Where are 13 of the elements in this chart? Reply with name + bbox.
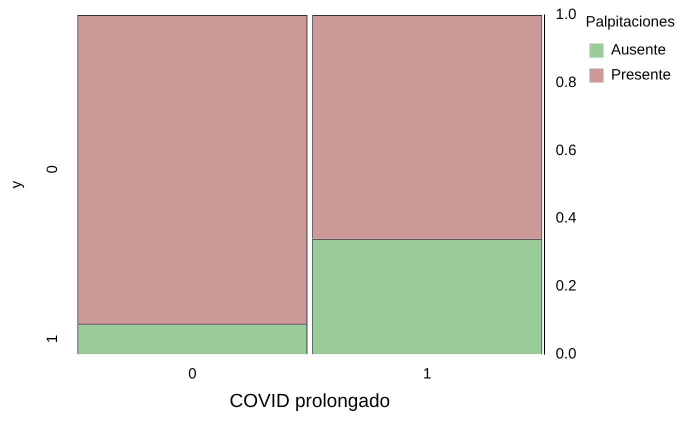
legend-title: Palpitaciones xyxy=(586,14,675,31)
text: 1 xyxy=(44,334,62,344)
y-tick-label: 1.0 xyxy=(556,6,576,24)
x-axis-title: COVID prolongado xyxy=(230,390,390,412)
y-axis-title: y xyxy=(8,180,26,188)
legend-label: Presente xyxy=(610,66,672,84)
text: 0 xyxy=(44,165,62,174)
y-tick-label: 0.2 xyxy=(556,278,576,294)
y-tick-label: 0.0 xyxy=(556,345,576,362)
y-tick-label: 0.6 xyxy=(556,142,576,159)
y-tick-label: 0.8 xyxy=(556,74,576,91)
y-tick-label: 0.4 xyxy=(556,210,576,227)
legend-label: Ausente xyxy=(610,42,666,59)
